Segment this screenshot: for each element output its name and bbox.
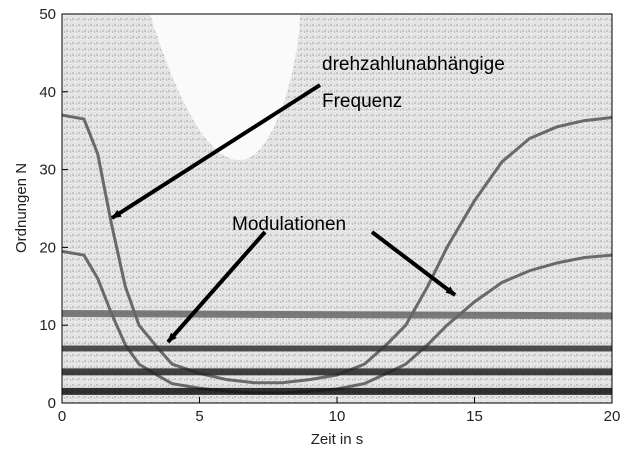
x-tick-label: 0 xyxy=(58,408,66,425)
y-tick-label: 0 xyxy=(48,395,56,412)
y-tick-label: 50 xyxy=(39,6,56,23)
arrow xyxy=(166,230,267,344)
series-line xyxy=(61,310,613,320)
y-tick-label: 10 xyxy=(39,317,56,334)
arrow xyxy=(110,83,322,220)
annotation: Frequenz xyxy=(322,91,402,112)
x-tick-label: 15 xyxy=(466,408,483,425)
y-tick-label: 20 xyxy=(39,239,56,256)
x-tick-label: 5 xyxy=(195,408,203,425)
x-tick-label: 20 xyxy=(604,408,621,425)
annotation: Modulationen xyxy=(232,214,346,235)
x-tick-label: 10 xyxy=(329,408,346,425)
x-axis-label: Zeit in s xyxy=(311,431,364,448)
series-line xyxy=(61,113,613,385)
y-tick-label: 40 xyxy=(39,84,56,101)
arrow xyxy=(370,230,457,297)
y-tick-label: 30 xyxy=(39,162,56,179)
plot-background xyxy=(62,14,612,403)
annotation: drehzahlunabhängige xyxy=(322,54,505,75)
y-axis-label: Ordnungen N xyxy=(13,163,30,253)
